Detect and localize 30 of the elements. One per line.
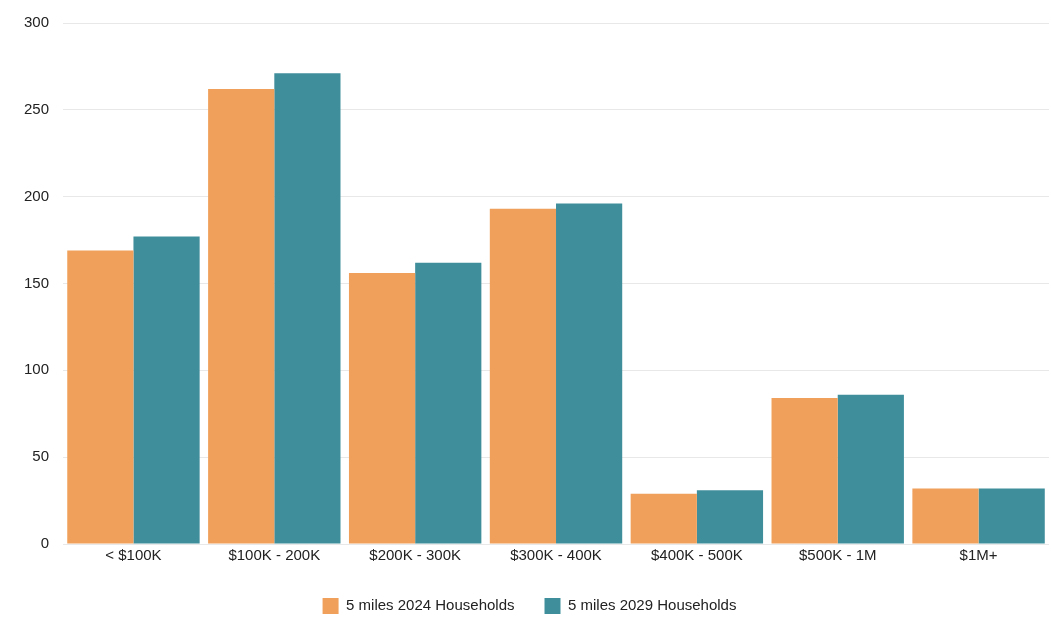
bar (489, 208, 557, 544)
x-tick-label: $500K - 1M (798, 546, 877, 564)
bar (912, 488, 979, 544)
x-tick-label: $200K - 300K (369, 546, 462, 564)
y-tick-label: 250 (24, 99, 50, 117)
y-tick-label: 50 (32, 447, 50, 465)
x-tick-label: < $100K (105, 546, 162, 564)
bar (630, 493, 697, 544)
y-tick-label: 0 (40, 534, 50, 552)
bar (348, 273, 416, 544)
bar (696, 490, 764, 544)
y-tick-label: 100 (24, 360, 50, 378)
legend-label: 5 miles 2029 Households (568, 596, 737, 614)
bar (978, 488, 1045, 544)
y-tick-label: 200 (24, 186, 50, 204)
bar (415, 262, 482, 544)
bar (274, 73, 341, 544)
y-tick-label: 300 (24, 13, 50, 31)
bar (67, 250, 134, 544)
x-tick-label: $400K - 500K (650, 546, 743, 564)
bar (771, 398, 838, 544)
y-tick-label: 150 (24, 273, 50, 291)
x-tick-label: $1M+ (959, 546, 998, 564)
x-tick-label: $100K - 200K (228, 546, 321, 564)
bar (208, 88, 275, 544)
bar (556, 203, 623, 544)
bar (837, 394, 904, 544)
x-tick-label: $300K - 400K (510, 546, 602, 564)
legend-label: 5 miles 2024 Households (346, 596, 515, 614)
bar (133, 236, 200, 544)
